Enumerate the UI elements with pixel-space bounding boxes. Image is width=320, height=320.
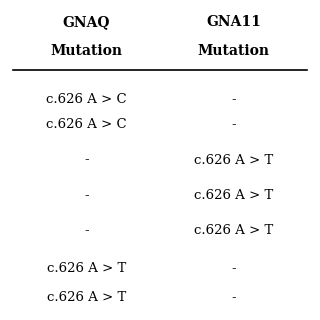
Text: -: -	[84, 189, 89, 202]
Text: GNAQ: GNAQ	[63, 15, 110, 29]
Text: c.626 A > T: c.626 A > T	[47, 291, 126, 304]
Text: Mutation: Mutation	[51, 44, 123, 58]
Text: GNA11: GNA11	[206, 15, 261, 29]
Text: -: -	[231, 93, 236, 106]
Text: -: -	[84, 154, 89, 166]
Text: c.626 A > T: c.626 A > T	[194, 189, 273, 202]
Text: c.626 A > T: c.626 A > T	[194, 154, 273, 166]
Text: c.626 A > C: c.626 A > C	[46, 93, 127, 106]
Text: c.626 A > T: c.626 A > T	[194, 224, 273, 237]
Text: -: -	[231, 118, 236, 131]
Text: c.626 A > T: c.626 A > T	[47, 262, 126, 275]
Text: -: -	[231, 262, 236, 275]
Text: -: -	[84, 224, 89, 237]
Text: Mutation: Mutation	[198, 44, 270, 58]
Text: -: -	[231, 291, 236, 304]
Text: c.626 A > C: c.626 A > C	[46, 118, 127, 131]
